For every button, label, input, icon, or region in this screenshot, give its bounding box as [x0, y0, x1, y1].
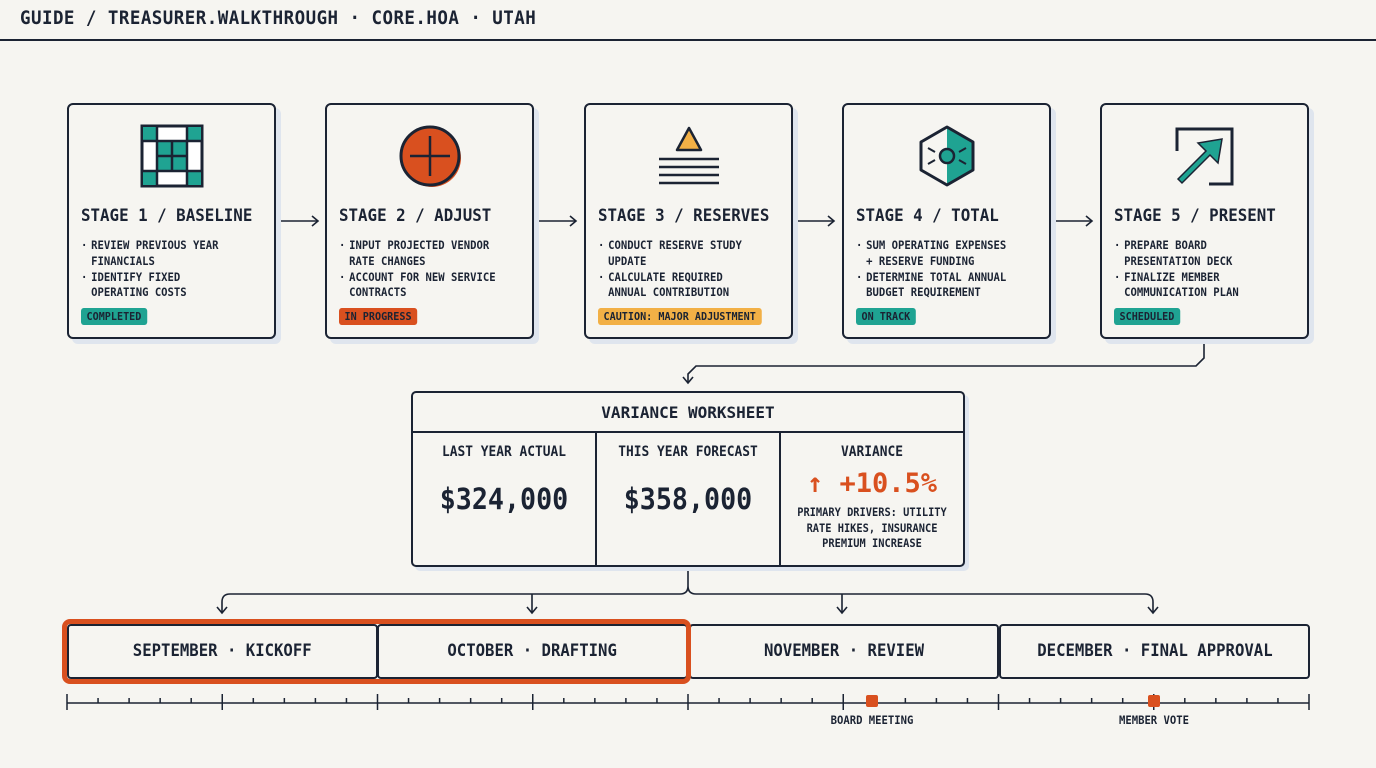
bullet: PREPARE BOARD PRESENTATION DECK	[1114, 238, 1293, 270]
stage-bullets: INPUT PROJECTED VENDOR RATE CHANGESACCOU…	[339, 238, 534, 301]
export-arrow-icon	[1175, 127, 1233, 186]
bullet: IDENTIFY FIXED OPERATING COSTS	[81, 270, 260, 302]
stage-card-5[interactable]: STAGE 5 / PRESENT PREPARE BOARD PRESENTA…	[1100, 103, 1309, 339]
last-year-label: LAST YEAR ACTUAL	[441, 444, 567, 460]
worksheet-title: VARIANCE WORKSHEET	[413, 393, 963, 433]
stage-bullets: PREPARE BOARD PRESENTATION DECKFINALIZE …	[1114, 238, 1309, 301]
milestone-board-meeting: BOARD MEETING	[830, 713, 914, 727]
arrow-3-4	[793, 215, 836, 227]
variance-value: ↑ +10.5%	[806, 468, 938, 499]
forecast-column: THIS YEAR FORECAST $358,000	[597, 433, 781, 567]
month-december[interactable]: DECEMBER · FINAL APPROVAL	[999, 624, 1310, 679]
stage-bullets: REVIEW PREVIOUS YEAR FINANCIALSIDENTIFY …	[81, 238, 276, 301]
bullet: INPUT PROJECTED VENDOR RATE CHANGES	[339, 238, 518, 270]
connector-worksheet-months	[216, 567, 1159, 615]
stage-card-3[interactable]: STAGE 3 / RESERVES CONDUCT RESERVE STUDY…	[584, 103, 793, 339]
last-year-column: LAST YEAR ACTUAL $324,000	[413, 433, 597, 567]
stage-bullets: SUM OPERATING EXPENSES + RESERVE FUNDING…	[856, 238, 1051, 301]
status-badge: ON TRACK	[856, 308, 916, 325]
variance-label: VARIANCE	[840, 444, 904, 460]
stage-card-4[interactable]: STAGE 4 / TOTAL SUM OPERATING EXPENSES +…	[842, 103, 1051, 339]
bullet: FINALIZE MEMBER COMMUNICATION PLAN	[1114, 270, 1293, 302]
status-badge: CAUTION: MAJOR ADJUSTMENT	[598, 308, 762, 325]
header-divider	[0, 39, 1376, 41]
variance-column: VARIANCE ↑ +10.5% PRIMARY DRIVERS: UTILI…	[781, 433, 963, 567]
forecast-value: $358,000	[623, 482, 753, 516]
arrow-4-5	[1051, 215, 1094, 227]
variance-worksheet: VARIANCE WORKSHEET LAST YEAR ACTUAL $324…	[411, 391, 965, 567]
stage-title: STAGE 4 / TOTAL	[856, 206, 999, 226]
timeline-axis	[66, 694, 1310, 710]
milestone-marker-board-meeting	[866, 695, 878, 707]
status-badge: COMPLETED	[81, 308, 147, 325]
bullet: CONDUCT RESERVE STUDY UPDATE	[598, 238, 777, 270]
forecast-label: THIS YEAR FORECAST	[618, 444, 758, 460]
grid-icon	[140, 124, 203, 188]
connector-stage5-worksheet	[682, 340, 1205, 385]
month-september[interactable]: SEPTEMBER · KICKOFF	[67, 624, 378, 679]
month-label: NOVEMBER · REVIEW	[763, 641, 925, 661]
stage-card-1[interactable]: STAGE 1 / BASELINE REVIEW PREVIOUS YEAR …	[67, 103, 276, 339]
milestone-marker-member-vote	[1148, 695, 1160, 707]
stage-title: STAGE 1 / BASELINE	[81, 206, 253, 226]
arrow-1-2	[277, 215, 320, 227]
last-year-value: $324,000	[439, 482, 569, 516]
bullet: REVIEW PREVIOUS YEAR FINANCIALS	[81, 238, 260, 270]
month-label: DECEMBER · FINAL APPROVAL	[1036, 641, 1273, 661]
current-period-highlight	[62, 619, 691, 684]
month-november[interactable]: NOVEMBER · REVIEW	[689, 624, 999, 679]
arrow-2-3	[535, 215, 578, 227]
status-badge: SCHEDULED	[1114, 308, 1180, 325]
stage-card-2[interactable]: STAGE 2 / ADJUST INPUT PROJECTED VENDOR …	[325, 103, 534, 339]
month-october[interactable]: OCTOBER · DRAFTING	[377, 624, 688, 679]
stage-bullets: CONDUCT RESERVE STUDY UPDATECALCULATE RE…	[598, 238, 793, 301]
month-label: OCTOBER · DRAFTING	[447, 641, 618, 661]
variance-note: PRIMARY DRIVERS: UTILITY RATE HIKES, INS…	[797, 505, 947, 550]
warning-stack-icon	[658, 126, 719, 185]
month-label: SEPTEMBER · KICKOFF	[133, 641, 312, 661]
hexagon-icon	[919, 125, 974, 187]
breadcrumb: GUIDE / TREASURER.WALKTHROUGH · CORE.HOA…	[20, 7, 537, 29]
milestone-member-vote: MEMBER VOTE	[1118, 713, 1190, 727]
bullet: ACCOUNT FOR NEW SERVICE CONTRACTS	[339, 270, 518, 302]
bullet: SUM OPERATING EXPENSES + RESERVE FUNDING	[856, 238, 1035, 270]
stage-title: STAGE 5 / PRESENT	[1114, 206, 1276, 226]
stage-title: STAGE 3 / RESERVES	[598, 206, 770, 226]
bullet: CALCULATE REQUIRED ANNUAL CONTRIBUTION	[598, 270, 777, 302]
bullet: DETERMINE TOTAL ANNUAL BUDGET REQUIREMEN…	[856, 270, 1035, 302]
stage-title: STAGE 2 / ADJUST	[339, 206, 492, 226]
status-badge: IN PROGRESS	[339, 308, 418, 325]
plus-circle-icon	[399, 125, 461, 187]
